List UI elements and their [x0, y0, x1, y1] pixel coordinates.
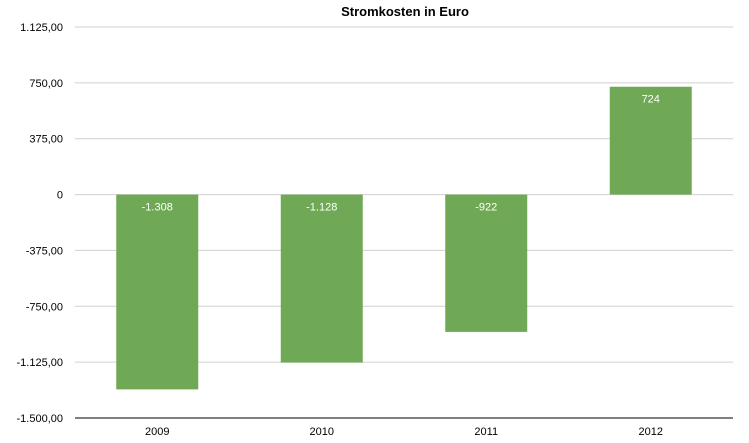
- bar-value-label: -1.308: [142, 202, 173, 214]
- bar-2009: [116, 194, 199, 390]
- bars: [116, 86, 692, 390]
- x-tick-label: 2009: [145, 426, 169, 438]
- y-axis-ticks: 1.125,00 750,00 375,00 0 -375,00 -750,00 -1.12…: [17, 22, 63, 425]
- chart-title: Stromkosten in Euro: [341, 4, 469, 19]
- y-tick-label: 750,00: [29, 78, 63, 90]
- x-tick-label: 2012: [639, 426, 663, 438]
- y-tick-label: -1.500,00: [17, 413, 63, 425]
- y-tick-label: -750,00: [26, 301, 63, 313]
- y-tick-label: 0: [57, 190, 63, 202]
- bar-value-label: -922: [475, 202, 497, 214]
- bar-value-labels: -1.308 -1.128 -922 724: [142, 94, 660, 214]
- y-tick-label: 375,00: [29, 134, 63, 146]
- bar-2010: [280, 194, 363, 363]
- x-tick-label: 2010: [310, 426, 334, 438]
- bar-2011: [445, 194, 528, 332]
- x-axis-ticks: 2009 2010 2011 2012: [145, 426, 663, 438]
- y-tick-label: -1.125,00: [17, 357, 63, 369]
- x-tick-label: 2011: [474, 426, 498, 438]
- bar-value-label: 724: [642, 94, 660, 106]
- bar-2012: [609, 86, 692, 195]
- y-tick-label: 1.125,00: [20, 22, 63, 34]
- y-tick-label: -375,00: [26, 245, 63, 257]
- bar-value-label: -1.128: [306, 202, 337, 214]
